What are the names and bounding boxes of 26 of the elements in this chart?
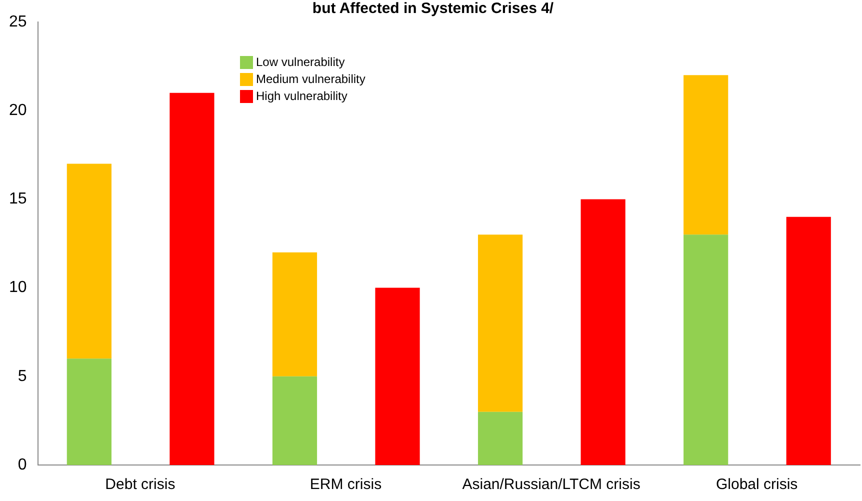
bar <box>786 216 831 465</box>
legend-label: Medium vulnerability <box>256 71 366 88</box>
x-tick-label: ERM crisis <box>310 476 382 494</box>
y-tick-label: 10 <box>9 279 27 296</box>
y-tick-label: 5 <box>18 368 27 385</box>
bar <box>272 376 318 465</box>
x-tick-label: Global crisis <box>716 476 798 494</box>
chart-title: but Affected in Systemic Crises 4/ <box>312 0 554 18</box>
legend-label: Low vulnerability <box>256 54 345 71</box>
bar <box>478 412 523 465</box>
y-tick-label: 25 <box>9 13 27 30</box>
y-tick-label: 20 <box>9 102 27 120</box>
y-tick-label: 15 <box>9 190 27 208</box>
bar <box>478 234 523 412</box>
x-tick-label: Debt crisis <box>105 476 176 494</box>
bar <box>375 288 420 465</box>
bar <box>684 234 728 465</box>
x-tick-label: Asian/Russian/LTCM crisis <box>462 476 640 494</box>
bar <box>272 252 318 376</box>
bar <box>66 164 112 359</box>
legend-label: High vulnerability <box>256 88 348 105</box>
bar <box>170 92 214 465</box>
bar <box>684 75 728 235</box>
bar <box>580 199 626 465</box>
y-tick-label: 0 <box>18 456 27 474</box>
bar <box>66 358 112 465</box>
